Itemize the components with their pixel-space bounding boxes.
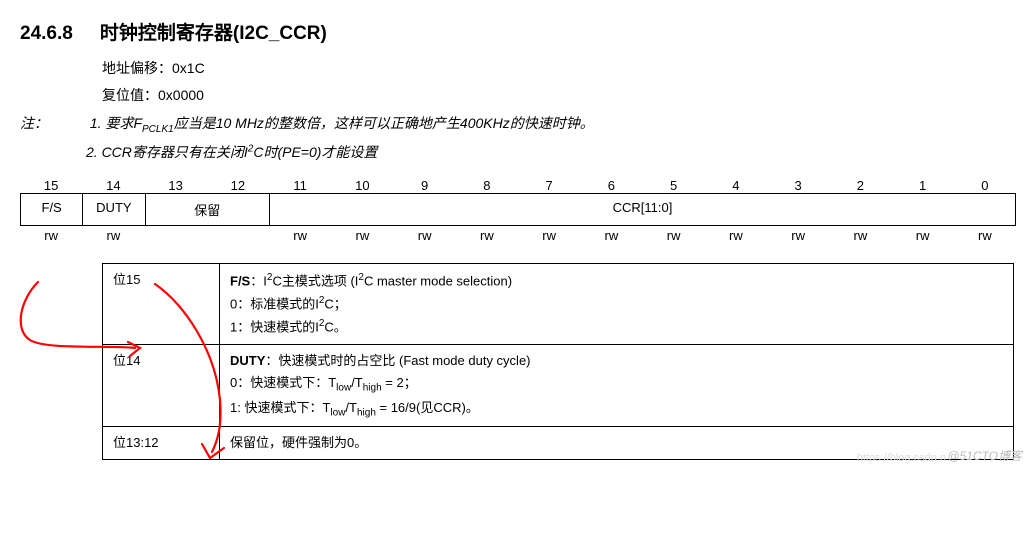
bit-number: 2 <box>829 178 891 193</box>
field-ccr: CCR[11:0] <box>270 194 1015 225</box>
note-1: 注： 1. 要求FPCLK1应当是10 MHz的整数倍，这样可以正确地产生400… <box>20 110 1016 139</box>
bit-number: 12 <box>207 178 269 193</box>
bit-number: 4 <box>705 178 767 193</box>
watermark-csdn: https://blog.csdn.n <box>857 452 946 464</box>
bit-col: 位15 <box>103 263 220 344</box>
note-label: 注： <box>20 110 86 137</box>
rw-cell: rw <box>394 226 456 243</box>
bit-number-row: 1514131211109876543210 <box>20 178 1016 193</box>
register-field-row: F/S DUTY 保留 CCR[11:0] <box>20 193 1016 226</box>
bit-number: 0 <box>954 178 1016 193</box>
bit-number: 13 <box>145 178 207 193</box>
bit-number: 14 <box>82 178 144 193</box>
reset-label: 复位值： <box>102 87 158 103</box>
bit-number: 15 <box>20 178 82 193</box>
rw-cell: rw <box>580 226 642 243</box>
rw-cell: rw <box>82 226 144 243</box>
rw-cell: rw <box>456 226 518 243</box>
rw-cell <box>145 226 207 243</box>
note-1-text: 1. 要求FPCLK1应当是10 MHz的整数倍，这样可以正确地产生400KHz… <box>90 110 594 139</box>
bit-number: 8 <box>456 178 518 193</box>
rw-cell: rw <box>705 226 767 243</box>
desc-col: F/S：I2C主模式选项 (I2C master mode selection)… <box>220 263 1014 344</box>
bit-number: 1 <box>892 178 954 193</box>
bit-col: 位13:12 <box>103 427 220 460</box>
rw-cell: rw <box>518 226 580 243</box>
watermark-51cto: @51CTO博客 <box>947 447 1022 464</box>
section-number: 24.6.8 <box>20 23 96 45</box>
addr-label: 地址偏移： <box>102 60 172 76</box>
section-heading: 24.6.8 时钟控制寄存器(I2C_CCR) <box>20 18 1016 45</box>
rw-cell: rw <box>643 226 705 243</box>
table-row: 位14 DUTY：快速模式时的占空比 (Fast mode duty cycle… <box>103 344 1014 426</box>
rw-row: rwrwrwrwrwrwrwrwrwrwrwrwrwrw <box>20 226 1016 243</box>
rw-cell <box>207 226 269 243</box>
bit-number: 3 <box>767 178 829 193</box>
bit-number: 10 <box>331 178 393 193</box>
rw-cell: rw <box>767 226 829 243</box>
bit-number: 5 <box>643 178 705 193</box>
bit-col: 位14 <box>103 344 220 426</box>
reset-value: 0x0000 <box>158 87 204 103</box>
bit-number: 7 <box>518 178 580 193</box>
rw-cell: rw <box>269 226 331 243</box>
bit-description-table: 位15 F/S：I2C主模式选项 (I2C master mode select… <box>102 263 1014 461</box>
reset-line: 复位值：0x0000 <box>102 82 1016 109</box>
rw-cell: rw <box>20 226 82 243</box>
rw-cell: rw <box>829 226 891 243</box>
bit-number: 11 <box>269 178 331 193</box>
note-2: 2. CCR寄存器只有在关闭I2C时(PE=0)才能设置 <box>86 139 1016 166</box>
section-title: 时钟控制寄存器(I2C_CCR) <box>100 23 327 44</box>
field-reserved: 保留 <box>146 194 271 225</box>
table-row: 位15 F/S：I2C主模式选项 (I2C master mode select… <box>103 263 1014 344</box>
address-line: 地址偏移：0x1C <box>102 55 1016 82</box>
bit-number: 6 <box>580 178 642 193</box>
rw-cell: rw <box>331 226 393 243</box>
addr-value: 0x1C <box>172 60 205 76</box>
rw-cell: rw <box>954 226 1016 243</box>
desc-col: DUTY：快速模式时的占空比 (Fast mode duty cycle) 0：… <box>220 344 1014 426</box>
field-duty: DUTY <box>83 194 145 225</box>
rw-cell: rw <box>892 226 954 243</box>
bit-number: 9 <box>394 178 456 193</box>
field-fs: F/S <box>21 194 83 225</box>
